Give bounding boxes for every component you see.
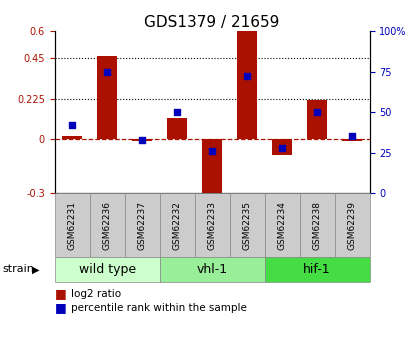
Text: ■: ■ <box>55 287 66 300</box>
Text: GSM62238: GSM62238 <box>312 200 322 250</box>
Text: percentile rank within the sample: percentile rank within the sample <box>71 303 247 313</box>
Bar <box>202 139 222 202</box>
Text: GSM62239: GSM62239 <box>348 200 357 250</box>
Text: GSM62233: GSM62233 <box>207 200 217 250</box>
Text: GSM62237: GSM62237 <box>138 200 147 250</box>
Bar <box>237 31 257 139</box>
Point <box>314 109 320 115</box>
Bar <box>307 99 327 139</box>
Text: GSM62234: GSM62234 <box>278 201 286 249</box>
Point <box>139 137 145 142</box>
Text: vhl-1: vhl-1 <box>197 263 228 276</box>
Bar <box>132 139 152 141</box>
Text: wild type: wild type <box>79 263 136 276</box>
Text: ■: ■ <box>55 301 66 314</box>
Text: GSM62231: GSM62231 <box>68 200 76 250</box>
Bar <box>342 139 362 141</box>
Text: GSM62236: GSM62236 <box>102 200 112 250</box>
Text: ▶: ▶ <box>32 265 40 274</box>
Point <box>209 148 215 154</box>
Point <box>244 74 250 79</box>
Text: GSM62235: GSM62235 <box>243 200 252 250</box>
Text: log2 ratio: log2 ratio <box>71 289 121 299</box>
Text: hif-1: hif-1 <box>303 263 331 276</box>
Bar <box>97 56 117 139</box>
Text: GSM62232: GSM62232 <box>173 201 181 249</box>
Point <box>104 69 110 75</box>
Point <box>349 134 355 139</box>
Bar <box>63 136 82 139</box>
Point <box>69 122 76 128</box>
Text: strain: strain <box>2 265 34 274</box>
Title: GDS1379 / 21659: GDS1379 / 21659 <box>144 15 280 30</box>
Point <box>279 145 286 150</box>
Point <box>174 109 181 115</box>
Bar <box>273 139 292 155</box>
Bar <box>168 118 187 139</box>
